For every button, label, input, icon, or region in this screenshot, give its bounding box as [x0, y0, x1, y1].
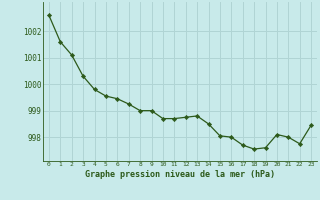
X-axis label: Graphe pression niveau de la mer (hPa): Graphe pression niveau de la mer (hPa) [85, 170, 275, 179]
